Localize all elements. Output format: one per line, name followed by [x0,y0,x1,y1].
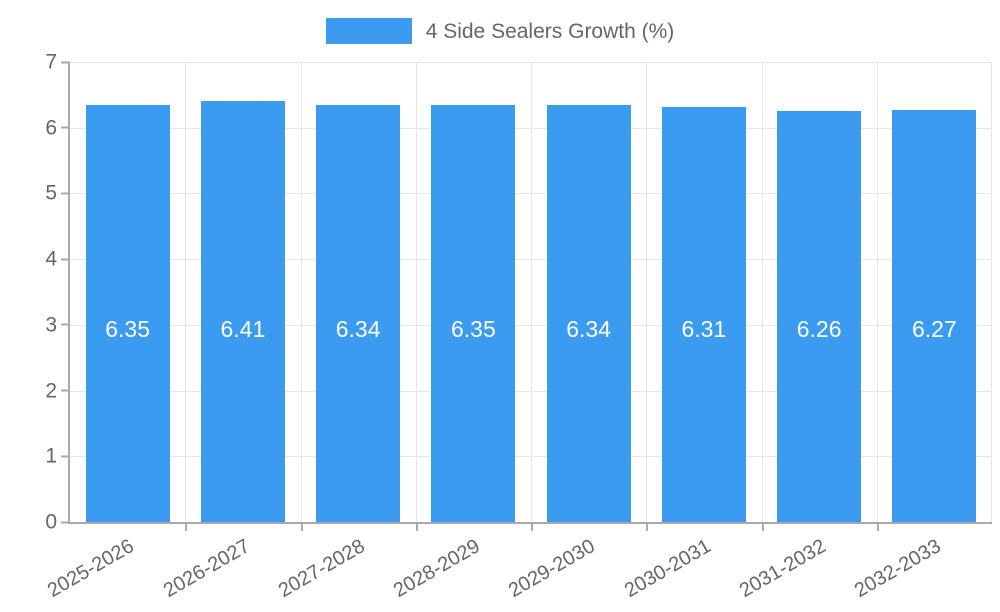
bar-2025-2026[interactable] [85,104,170,522]
bar-2027-2028[interactable] [316,105,401,522]
y-axis-tick-mark-icon [61,389,70,392]
legend-item-4-side-sealers-growth[interactable]: 4 Side Sealers Growth (%) [325,18,675,44]
x-axis-tick-mark-icon [415,522,418,531]
x-axis: 2025-2026 2026-2027 2027-2028 2028-2029 … [44,522,992,602]
y-axis-tick-label: 7 [45,50,57,74]
bar-group-2030-2031: 6.31 [646,62,761,522]
bar-2031-2032[interactable] [777,110,862,522]
bar-group-2027-2028: 6.34 [301,62,416,522]
bar-2026-2027[interactable] [200,100,285,522]
plot-area: 0 1 2 3 4 5 6 7 [44,52,992,602]
y-axis-tick-mark-icon [61,455,70,458]
y-axis-tick-mark-icon [61,61,70,63]
y-axis-tick-7: 7 [45,52,70,73]
y-axis-tick-1: 1 [45,446,70,467]
y-axis-tick-label: 1 [45,444,57,468]
y-axis-tick-4: 4 [45,249,70,270]
bar-value-label: 6.34 [566,316,612,342]
x-axis-tick-mark-icon [761,522,764,531]
bar-group-2031-2032: 6.26 [762,62,877,522]
bar-2030-2031[interactable] [661,107,746,522]
y-axis-tick-mark-icon [61,192,70,195]
y-axis-tick-label: 2 [45,379,57,403]
y-axis-tick-5: 5 [45,183,70,204]
x-axis-tick-mark-icon [876,522,879,531]
y-axis-tick-label: 3 [45,313,57,337]
y-axis-tick-6: 6 [45,117,70,138]
bar-value-label: 6.31 [681,316,727,342]
bar-value-label: 6.27 [911,316,957,342]
x-axis-tick-mark-icon [300,522,303,531]
bar-group-2032-2033: 6.27 [877,62,992,522]
bar-group-2028-2029: 6.35 [416,62,531,522]
y-axis-tick-label: 5 [45,181,57,205]
y-axis-tick-0: 0 [45,512,70,533]
y-axis-tick-3: 3 [45,314,70,335]
y-axis-tick-label: 6 [45,116,57,140]
x-axis-tick-mark-icon [185,522,188,531]
x-axis-tick-mark-icon [646,522,649,531]
y-axis-tick-label: 4 [45,247,57,271]
y-axis-tick-2: 2 [45,380,70,401]
y-axis-tick-label: 0 [45,510,57,534]
bar-value-label: 6.34 [335,316,381,342]
y-axis-tick-mark-icon [61,521,70,523]
y-axis-tick-mark-icon [61,258,70,261]
bar-2032-2033[interactable] [892,109,977,522]
bar-group-2026-2027: 6.41 [185,62,300,522]
bar-series-4-side-sealers-growth: 6.35 6.41 6.34 6.35 6.34 6.31 [70,62,992,522]
x-axis-tick-mark-icon [531,522,533,531]
legend-item-label: 4 Side Sealers Growth (%) [425,19,675,43]
y-axis-tick-mark-icon [61,126,70,129]
bar-value-label: 6.41 [220,316,266,342]
bar-value-label: 6.35 [105,316,151,342]
chart-legend: 4 Side Sealers Growth (%) [0,14,1000,48]
bar-value-label: 6.26 [796,316,842,342]
bar-group-2029-2030: 6.34 [531,62,646,522]
bar-2028-2029[interactable] [431,104,516,522]
y-axis-tick-mark-icon [61,323,70,326]
bar-value-label: 6.35 [450,316,496,342]
legend-color-swatch-icon [325,18,412,44]
bar-2029-2030[interactable] [546,105,631,522]
bar-group-2025-2026: 6.35 [70,62,185,522]
